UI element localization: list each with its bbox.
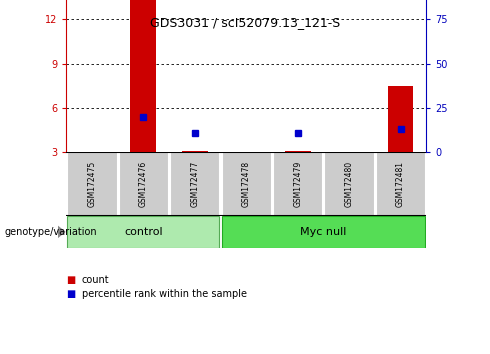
Bar xyxy=(388,86,414,152)
Text: GSM172477: GSM172477 xyxy=(190,161,199,207)
Text: Myc null: Myc null xyxy=(300,227,346,237)
Text: GSM172475: GSM172475 xyxy=(87,161,97,207)
Bar xyxy=(285,151,311,152)
Bar xyxy=(273,152,322,216)
Text: ■: ■ xyxy=(66,275,75,285)
Bar xyxy=(119,152,168,216)
Bar xyxy=(324,152,374,216)
Bar xyxy=(67,216,220,248)
Text: GSM172479: GSM172479 xyxy=(293,161,302,207)
Text: GSM172478: GSM172478 xyxy=(242,161,251,207)
Text: GSM172476: GSM172476 xyxy=(139,161,148,207)
Text: GSM172481: GSM172481 xyxy=(396,161,405,207)
Bar xyxy=(221,152,271,216)
Bar xyxy=(130,0,156,152)
Text: genotype/variation: genotype/variation xyxy=(5,227,98,237)
Text: count: count xyxy=(82,275,109,285)
Bar xyxy=(170,152,220,216)
Bar xyxy=(182,151,208,152)
Bar xyxy=(376,152,425,216)
Text: control: control xyxy=(124,227,163,237)
Text: ■: ■ xyxy=(66,289,75,299)
Text: GDS3031 / scI52079.13_121-S: GDS3031 / scI52079.13_121-S xyxy=(150,17,340,29)
Bar xyxy=(221,216,425,248)
Text: GSM172480: GSM172480 xyxy=(344,161,354,207)
Polygon shape xyxy=(58,225,66,238)
Text: percentile rank within the sample: percentile rank within the sample xyxy=(82,289,247,299)
Bar xyxy=(67,152,117,216)
